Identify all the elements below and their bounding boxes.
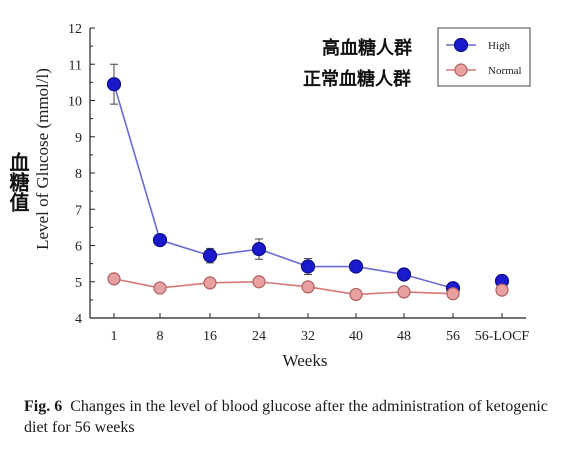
y-axis-title: Level of Glucose (mmol/l) bbox=[33, 68, 52, 250]
legend-label-high: High bbox=[488, 40, 511, 52]
x-tick-label: 24 bbox=[252, 329, 266, 344]
x-axis-title: Weeks bbox=[283, 351, 328, 370]
x-tick-label: 56 bbox=[446, 329, 460, 344]
data-point-normal bbox=[203, 276, 217, 290]
x-tick-label: 16 bbox=[203, 329, 217, 344]
data-point-high bbox=[152, 232, 168, 248]
high-glucose-group-label: 高血糖人群 bbox=[322, 38, 412, 59]
caption-text: Changes in the level of blood glucose af… bbox=[24, 398, 548, 436]
x-tick-label: 8 bbox=[157, 329, 164, 344]
data-point-normal bbox=[446, 287, 460, 301]
y-tick-label: 4 bbox=[75, 312, 82, 327]
y-tick-label: 6 bbox=[75, 240, 82, 255]
data-point-normal bbox=[252, 275, 266, 289]
data-point-normal bbox=[107, 272, 121, 286]
data-point-high bbox=[396, 267, 412, 282]
series-line-normal bbox=[113, 278, 454, 296]
x-tick-label: 1 bbox=[111, 329, 118, 344]
legend-label-normal: Normal bbox=[488, 65, 522, 77]
legend-marker-normal bbox=[454, 63, 468, 77]
data-point-normal bbox=[301, 280, 315, 294]
data-point-high bbox=[300, 259, 316, 274]
y-tick-label: 9 bbox=[75, 131, 82, 146]
caption-prefix: Fig. 6 bbox=[24, 398, 63, 415]
normal-glucose-group-label: 正常血糖人群 bbox=[303, 69, 411, 90]
data-point-normal bbox=[397, 285, 411, 299]
legend-box bbox=[437, 27, 531, 87]
data-point-normal bbox=[495, 283, 509, 297]
figure-caption: Fig. 6 Changes in the level of blood glu… bbox=[24, 396, 564, 438]
y-tick-label: 5 bbox=[75, 276, 82, 291]
side-label-blood-glucose: 血糖值 bbox=[6, 152, 30, 212]
x-tick-label: 40 bbox=[349, 329, 363, 344]
y-tick-label: 10 bbox=[68, 95, 82, 110]
y-tick-label: 7 bbox=[75, 203, 82, 218]
data-point-normal bbox=[349, 287, 363, 302]
series-line-high bbox=[113, 83, 454, 290]
data-point-high bbox=[348, 259, 364, 274]
data-point-high bbox=[202, 248, 218, 263]
y-tick-label: 11 bbox=[69, 58, 82, 73]
y-tick-label: 8 bbox=[75, 167, 82, 182]
y-tick-label: 12 bbox=[68, 22, 82, 37]
data-point-high bbox=[251, 242, 267, 257]
data-point-normal bbox=[153, 281, 167, 295]
x-tick-label: 48 bbox=[397, 329, 411, 344]
data-point-high bbox=[106, 77, 122, 92]
x-tick-label: 32 bbox=[301, 329, 315, 344]
legend-marker-high bbox=[453, 37, 469, 53]
x-tick-label: 56-LOCF bbox=[475, 329, 530, 344]
